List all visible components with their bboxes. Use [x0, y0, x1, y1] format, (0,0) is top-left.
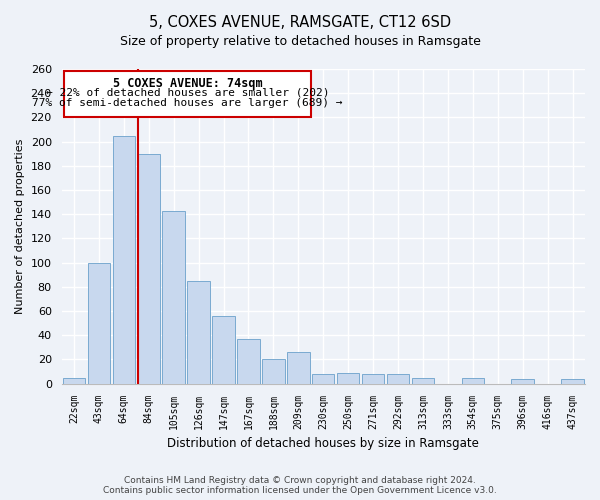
Text: ← 22% of detached houses are smaller (202): ← 22% of detached houses are smaller (20…	[46, 87, 329, 97]
Bar	[163, 210, 185, 384]
Bar	[461, 378, 484, 384]
Bar	[63, 378, 85, 384]
Bar	[187, 281, 210, 384]
Bar	[137, 154, 160, 384]
Bar	[412, 378, 434, 384]
Text: Contains HM Land Registry data © Crown copyright and database right 2024.
Contai: Contains HM Land Registry data © Crown c…	[103, 476, 497, 495]
Bar	[562, 379, 584, 384]
Text: 77% of semi-detached houses are larger (689) →: 77% of semi-detached houses are larger (…	[32, 98, 343, 108]
Text: Size of property relative to detached houses in Ramsgate: Size of property relative to detached ho…	[119, 35, 481, 48]
Bar	[64, 72, 311, 118]
Text: 5 COXES AVENUE: 74sqm: 5 COXES AVENUE: 74sqm	[113, 78, 262, 90]
Text: 5, COXES AVENUE, RAMSGATE, CT12 6SD: 5, COXES AVENUE, RAMSGATE, CT12 6SD	[149, 15, 451, 30]
Bar	[237, 339, 260, 384]
Bar	[113, 136, 135, 384]
Bar	[511, 379, 534, 384]
Bar	[88, 262, 110, 384]
Bar	[262, 360, 284, 384]
Bar	[212, 316, 235, 384]
Bar	[362, 374, 385, 384]
Y-axis label: Number of detached properties: Number of detached properties	[15, 138, 25, 314]
Bar	[337, 373, 359, 384]
Bar	[287, 352, 310, 384]
X-axis label: Distribution of detached houses by size in Ramsgate: Distribution of detached houses by size …	[167, 437, 479, 450]
Bar	[312, 374, 334, 384]
Bar	[387, 374, 409, 384]
